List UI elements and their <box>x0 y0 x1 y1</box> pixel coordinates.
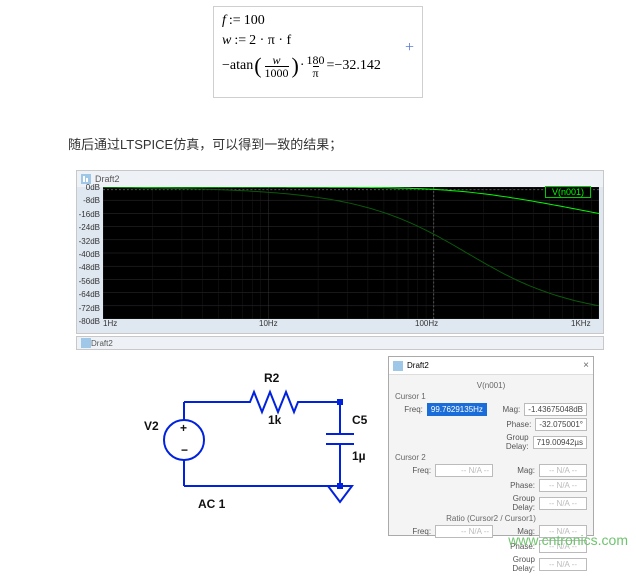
ratio-header: Ratio (Cursor2 / Cursor1) <box>395 514 587 523</box>
cursor-dialog-titlebar[interactable]: Draft2 × <box>389 357 593 375</box>
svg-text:+: + <box>180 421 187 435</box>
cursor2-freq-value[interactable]: -- N/A -- <box>435 464 493 477</box>
math-cursor-icon: + <box>405 39 414 57</box>
y-tick-label: 0dB <box>86 183 100 192</box>
y-tick-label: -48dB <box>79 263 100 272</box>
math-line-2: w := 2 · π · f <box>222 33 414 49</box>
schematic-window-icon <box>81 338 91 348</box>
cursor1-mag-value: -1.43675048dB <box>524 403 587 416</box>
y-tick-label: -8dB <box>83 196 100 205</box>
y-tick-label: -80dB <box>79 317 100 326</box>
cursor2-header: Cursor 2 <box>395 453 587 462</box>
resistor-name: R2 <box>264 371 280 385</box>
cursor-dialog[interactable]: Draft2 × V(n001) Cursor 1 Freq: 99.76291… <box>388 356 594 536</box>
y-tick-label: -40dB <box>79 250 100 259</box>
y-tick-label: -56dB <box>79 277 100 286</box>
cursor2-gd-value: -- N/A -- <box>539 497 587 510</box>
x-tick-label: 10Hz <box>259 319 278 328</box>
x-tick-label: 1Hz <box>103 319 117 328</box>
resistor-value: 1k <box>268 413 282 427</box>
cursor1-gd-value: 719.00942µs <box>533 436 587 449</box>
schematic-window-title: Draft2 <box>91 339 113 348</box>
cursor2-mag-value: -- N/A -- <box>539 464 587 477</box>
source-param: AC 1 <box>198 497 226 511</box>
plot-canvas <box>103 187 599 319</box>
schematic-svg: + − R2 1k V2 C5 1µ AC 1 <box>140 368 380 536</box>
x-tick-label: 100Hz <box>415 319 438 328</box>
y-tick-label: -24dB <box>79 223 100 232</box>
source-name: V2 <box>144 419 159 433</box>
x-tick-label: 1KHz <box>571 319 591 328</box>
plot-window: Draft2 0dB -8dB -16dB -24dB -32dB -40dB -48dB -… <box>76 170 604 334</box>
y-tick-label: -72dB <box>79 304 100 313</box>
math-line-3: −atan ( w 1000 ) · 180 π = −32.142 <box>222 53 414 79</box>
ratio-freq-value: -- N/A -- <box>435 525 493 538</box>
mag-label: Mag: <box>491 405 524 414</box>
plot-legend: V(n001) <box>545 187 591 197</box>
groupdelay-label: Group Delay: <box>492 433 533 451</box>
plot-legend-label: V(n001) <box>545 186 591 198</box>
cap-name: C5 <box>352 413 368 427</box>
plot-x-axis: 1Hz 10Hz 100Hz 1KHz <box>103 319 599 333</box>
y-tick-label: -32dB <box>79 237 100 246</box>
close-icon[interactable]: × <box>583 360 589 371</box>
paragraph: 随后通过LTSPICE仿真，可以得到一致的结果； <box>68 134 342 153</box>
cursor1-phase-value: -32.075001° <box>535 418 587 431</box>
math-block: f := 100 w := 2 · π · f −atan ( w 1000 )… <box>213 6 423 98</box>
cursor-dialog-title: Draft2 <box>407 361 429 370</box>
phase-label: Phase: <box>493 420 535 429</box>
cap-value: 1µ <box>352 449 366 463</box>
plot-window-titlebar: Draft2 <box>77 171 603 187</box>
svg-text:−: − <box>181 443 188 457</box>
cursor1-freq-value[interactable]: 99.7629135Hz <box>427 403 487 416</box>
y-tick-label: -64dB <box>79 290 100 299</box>
math-line-1: f := 100 <box>222 13 414 29</box>
schematic-window-titlebar: Draft2 <box>76 336 604 350</box>
watermark: www.cntronics.com <box>508 532 628 548</box>
schematic: + − R2 1k V2 C5 1µ AC 1 <box>140 368 380 536</box>
cursor-trace-name: V(n001) <box>395 381 587 390</box>
y-tick-label: -16dB <box>79 210 100 219</box>
cursor-dialog-icon <box>393 361 403 371</box>
plot-area[interactable]: V(n001) <box>103 187 599 319</box>
freq-label: Freq: <box>395 405 427 414</box>
cursor2-phase-value: -- N/A -- <box>539 479 587 492</box>
cursor1-header: Cursor 1 <box>395 392 587 401</box>
ratio-gd-value: -- N/A -- <box>539 558 587 571</box>
plot-y-axis: 0dB-8dB-16dB-24dB-32dB-40dB-48dB-56dB-64… <box>77 187 103 319</box>
